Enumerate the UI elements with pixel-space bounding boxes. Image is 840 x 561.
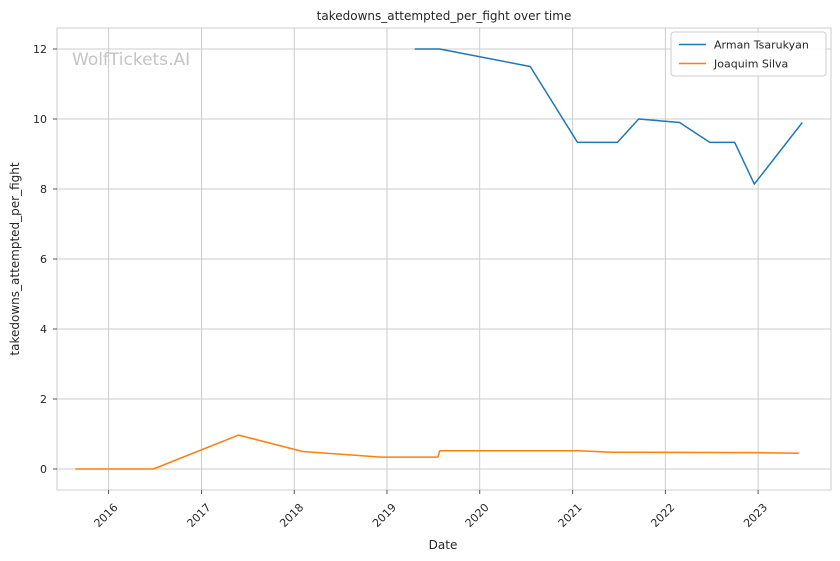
- x-tick-label: 2019: [370, 501, 399, 530]
- x-tick-label: 2022: [648, 501, 677, 530]
- series-line-arman-tsarukyan: [414, 48, 803, 185]
- legend: Arman Tsarukyan Joaquim Silva: [670, 31, 827, 77]
- x-axis-label: Date: [429, 538, 458, 552]
- y-tick-label: 12: [33, 43, 47, 56]
- legend-label-joaquim-silva: Joaquim Silva: [713, 58, 788, 71]
- y-axis-label: takedowns_attempted_per_fight: [8, 162, 22, 355]
- x-axis-ticks: 2016 2017 2018 2019 2020 2021 2022 2023: [92, 490, 770, 530]
- series-line-joaquim-silva: [75, 434, 799, 470]
- y-tick-label: 6: [40, 253, 47, 266]
- x-tick-label: 2017: [185, 501, 214, 530]
- y-tick-label: 8: [40, 183, 47, 196]
- x-tick-label: 2020: [463, 501, 492, 530]
- x-tick-label: 2023: [741, 501, 770, 530]
- watermark: WolfTickets.AI: [72, 50, 190, 70]
- x-tick-label: 2021: [556, 501, 585, 530]
- legend-box: [670, 31, 827, 77]
- y-axis-ticks: 0 2 4 6 8 10 12: [33, 43, 57, 476]
- y-tick-label: 4: [40, 323, 47, 336]
- y-tick-label: 10: [33, 113, 47, 126]
- grid-lines: [57, 28, 831, 490]
- x-tick-label: 2018: [277, 501, 306, 530]
- x-tick-label: 2016: [92, 501, 121, 530]
- chart-title: takedowns_attempted_per_fight over time: [317, 9, 572, 23]
- series-layer: [75, 48, 803, 470]
- y-tick-label: 2: [40, 393, 47, 406]
- legend-label-arman-tsarukyan: Arman Tsarukyan: [714, 39, 809, 52]
- y-tick-label: 0: [40, 463, 47, 476]
